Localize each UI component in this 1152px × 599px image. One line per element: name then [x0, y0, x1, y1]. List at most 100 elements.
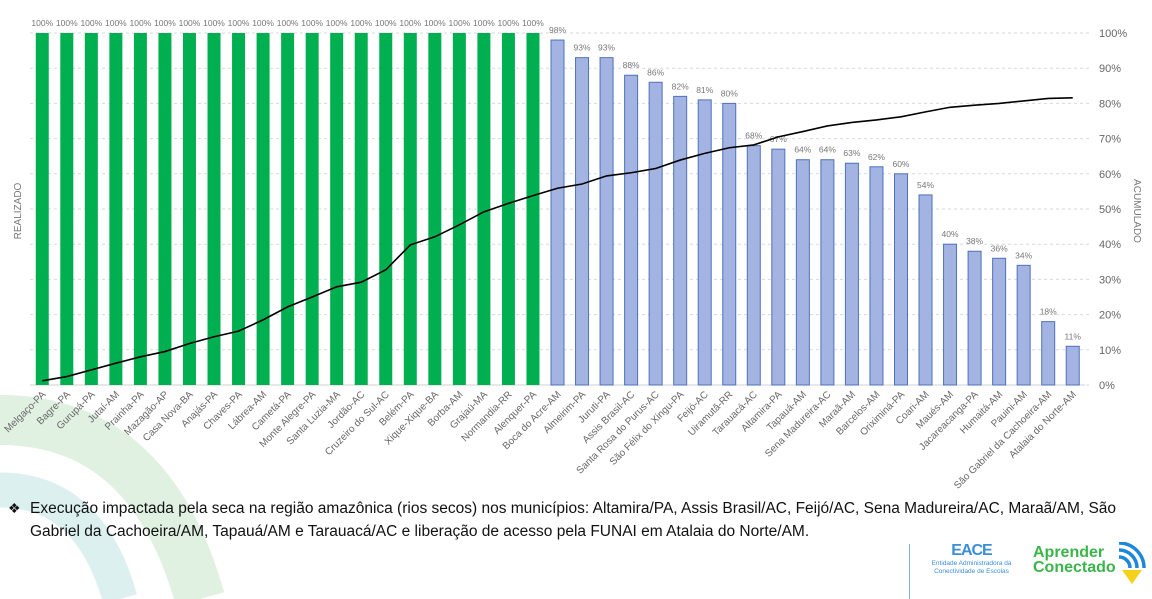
data-label: 82%: [672, 81, 689, 91]
bar: [305, 33, 319, 385]
data-label: 67%: [770, 134, 787, 144]
data-label: 86%: [647, 67, 664, 77]
bar: [452, 33, 466, 385]
bar: [624, 74, 639, 386]
data-label: 62%: [868, 152, 885, 162]
right-tick-label: 20%: [1099, 310, 1121, 322]
data-label: 100%: [154, 18, 176, 28]
data-label: 80%: [721, 88, 738, 98]
eace-logo-text: EACE: [951, 542, 992, 559]
right-tick-label: 40%: [1099, 239, 1121, 251]
bar: [477, 33, 491, 385]
logo-line-1: Aprender: [1033, 544, 1105, 561]
data-label: 68%: [745, 131, 762, 141]
data-label: 100%: [522, 18, 544, 28]
data-label: 36%: [991, 243, 1008, 253]
data-label: 81%: [696, 85, 713, 95]
data-label: 54%: [917, 180, 934, 190]
footnote-text: Execução impactada pela seca na região a…: [30, 500, 1117, 540]
bar: [109, 33, 123, 385]
bar: [992, 257, 1007, 386]
bar: [575, 57, 590, 386]
bar: [844, 162, 859, 386]
bar: [232, 33, 246, 385]
data-label: 100%: [130, 18, 152, 28]
data-label: 93%: [574, 43, 591, 53]
data-label: 63%: [843, 148, 860, 158]
bar: [1016, 264, 1031, 386]
bar: [869, 166, 884, 386]
data-label: 64%: [819, 145, 836, 155]
bar: [746, 145, 761, 386]
bar: [428, 33, 442, 385]
bullet-icon: ❖: [8, 500, 21, 516]
data-label: 100%: [31, 18, 53, 28]
bar: [1041, 321, 1056, 386]
data-label: 100%: [498, 18, 520, 28]
data-label: 100%: [105, 18, 127, 28]
bar: [403, 33, 417, 385]
logo-line-2: Conectado: [1033, 559, 1116, 576]
eace-subtitle-1: Entidade Administradora da: [931, 560, 1012, 567]
right-tick-label: 80%: [1099, 98, 1121, 110]
bar: [330, 33, 344, 385]
right-tick-label: 50%: [1099, 204, 1121, 216]
bar: [771, 148, 786, 386]
bar: [35, 33, 49, 385]
right-tick-label: 0%: [1099, 380, 1115, 392]
data-label: 100%: [399, 18, 421, 28]
chart: 0% 10% 20% 30% 40% 50% 60% 70% 80% 90% 100% REALIZA…: [3, 18, 1142, 491]
bar: [697, 99, 712, 386]
data-label: 98%: [549, 25, 566, 35]
bar: [60, 33, 74, 385]
data-label: 93%: [598, 43, 615, 53]
bar: [943, 243, 958, 386]
left-axis-title: REALIZADO: [13, 182, 24, 239]
bar: [526, 33, 540, 385]
wifi-pencil-icon: [1118, 542, 1146, 584]
bar: [820, 159, 835, 386]
eace-logo: EACE Entidade Administradora da Conectiv…: [919, 542, 1024, 576]
right-axis-title: ACUMULADO: [1131, 179, 1142, 243]
data-label: 100%: [203, 18, 225, 28]
bar: [158, 33, 172, 385]
right-tick-label: 60%: [1099, 169, 1121, 181]
data-label: 100%: [326, 18, 348, 28]
bar: [599, 57, 614, 386]
bar: [207, 33, 221, 385]
data-label: 100%: [56, 18, 78, 28]
data-label: 100%: [228, 18, 250, 28]
data-label: 100%: [448, 18, 470, 28]
data-label: 100%: [301, 18, 323, 28]
logos: EACE Entidade Administradora da Conectiv…: [905, 540, 1152, 599]
data-label: 100%: [375, 18, 397, 28]
bar: [354, 33, 368, 385]
footnote: ❖ Execução impactada pela seca na região…: [8, 497, 1118, 543]
right-tick-label: 100%: [1099, 28, 1127, 40]
data-label: 88%: [623, 60, 640, 70]
data-label: 11%: [1065, 331, 1082, 341]
bar: [967, 250, 982, 386]
data-label: 60%: [892, 159, 909, 169]
right-tick-label: 10%: [1099, 345, 1121, 357]
bar: [379, 33, 393, 385]
bar: [648, 81, 663, 386]
divider: [909, 544, 910, 599]
bar: [133, 33, 147, 385]
cumulative-line: [42, 96, 1073, 382]
data-label: 100%: [252, 18, 274, 28]
bar: [550, 39, 565, 386]
data-label: 38%: [966, 236, 983, 246]
data-label: 100%: [473, 18, 495, 28]
data-label: 100%: [424, 18, 446, 28]
bar: [501, 33, 515, 385]
data-label: 34%: [1015, 250, 1032, 260]
data-label: 64%: [794, 145, 811, 155]
right-tick-label: 90%: [1099, 63, 1121, 75]
right-tick-label: 70%: [1099, 134, 1121, 146]
bar: [256, 33, 270, 385]
bar: [182, 33, 196, 385]
eace-subtitle-2: Conectividade de Escolas: [934, 568, 1009, 575]
aprender-conectado-logo: Aprender Conectado: [1033, 544, 1116, 576]
